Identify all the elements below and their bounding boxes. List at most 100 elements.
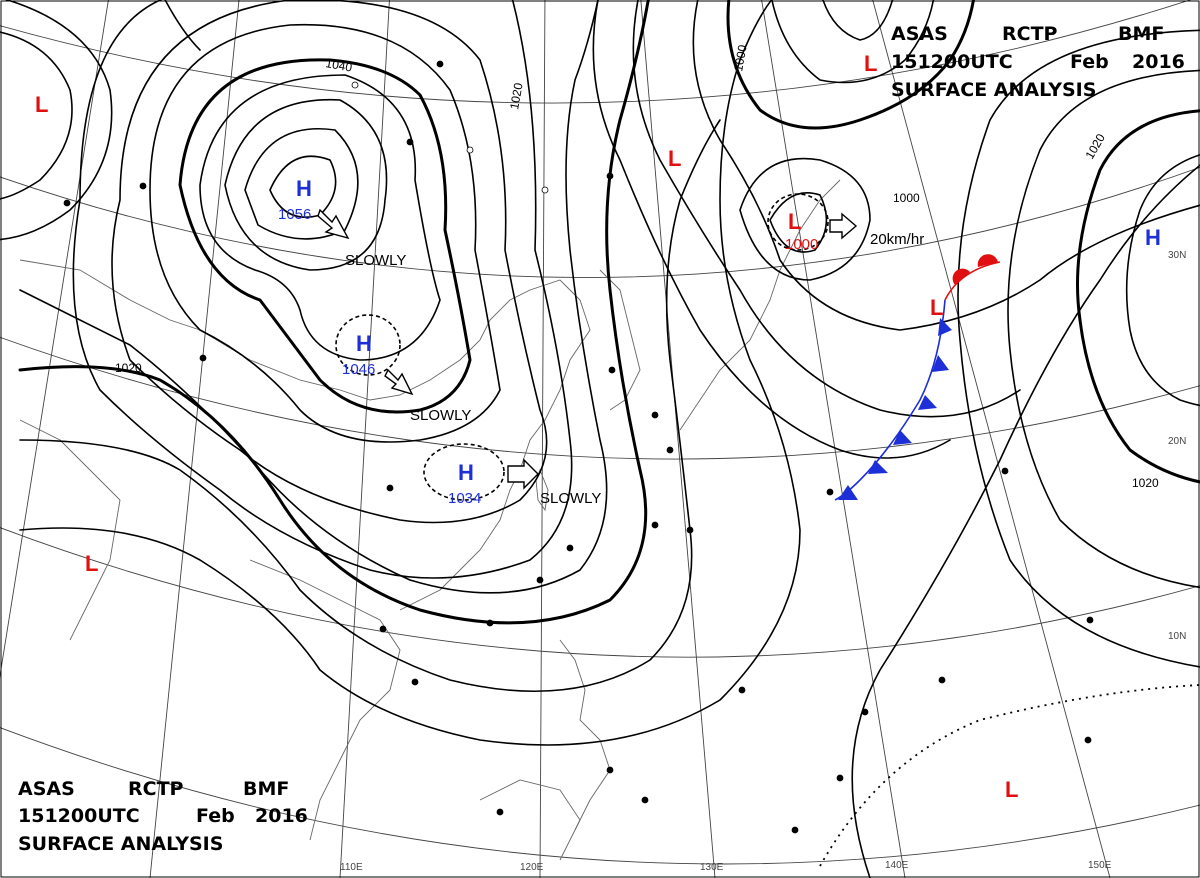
low-pressure-value: 1000	[785, 236, 818, 253]
high-pressure-value: 1046	[342, 361, 375, 378]
latitude-label: 20N	[1168, 436, 1186, 447]
motion-arrow-1000	[829, 212, 858, 240]
isobar-1024	[19, 0, 608, 594]
header-title: SURFACE ANALYSIS	[891, 79, 1096, 101]
isobar-labels: 1040 1020 1020 1020 1000 1000 1020	[115, 43, 1159, 490]
motion-label: SLOWLY	[345, 252, 406, 269]
isobar-1020-east-hi	[1076, 109, 1200, 484]
isobar-1024-east-hi	[1125, 153, 1200, 407]
isobar-label: 1000	[731, 43, 749, 72]
isobar-label: 1020	[1132, 476, 1159, 490]
header-time: 151200UTC	[891, 51, 1013, 73]
isobar-1004	[739, 157, 871, 281]
high-symbol: H	[458, 460, 474, 485]
dashed-isobar-1000	[767, 193, 829, 251]
longitude-label: 120E	[520, 862, 544, 873]
isobar-1008	[851, 164, 1200, 878]
header-month: Feb	[1070, 51, 1109, 73]
longitude-line-130e	[640, 0, 716, 878]
header-time: 151200UTC	[18, 805, 140, 827]
isobar-label: 1040	[324, 56, 353, 74]
header-bottom: ASAS RCTP BMF 151200UTC Feb 2016 SURFACE…	[18, 778, 308, 855]
isobar-1052	[244, 128, 359, 240]
motion-label: 20km/hr	[870, 231, 924, 248]
isobar-ridge-1	[164, 0, 201, 51]
latitude-line-30n	[0, 166, 1200, 278]
cold-front-triangle	[932, 355, 949, 372]
longitude-label: 150E	[1088, 860, 1112, 871]
isobar-1044	[199, 74, 441, 361]
isobar-1036-nw	[0, 0, 113, 241]
isobar-992	[822, 0, 894, 41]
isobar-1012-east	[632, 0, 1021, 418]
isobar-1000-small	[769, 191, 828, 253]
center-closed-isobars	[335, 193, 829, 501]
isobar-1012	[19, 0, 801, 746]
station-plots	[63, 60, 1094, 834]
cold-front-triangle	[918, 395, 937, 410]
isobar-label: 1000	[893, 191, 920, 205]
isobar-label: 1020	[1082, 131, 1108, 161]
coast-china	[19, 259, 591, 611]
motion-arrow-1056	[317, 208, 350, 240]
header-year: 2016	[255, 805, 308, 827]
motion-arrow-1034	[507, 458, 539, 490]
high-symbol: H	[296, 176, 312, 201]
low-symbol: L	[788, 209, 801, 234]
isobar-1028	[72, 0, 573, 579]
low-symbol: L	[1005, 777, 1018, 802]
longitude-label: 130E	[700, 862, 724, 873]
coast-indochina	[249, 559, 401, 841]
motion-arrows	[317, 208, 858, 490]
warm-front	[944, 254, 1001, 301]
longitude-line-120e	[539, 0, 546, 878]
coast-india	[19, 419, 121, 641]
latitude-label: 30N	[1168, 250, 1186, 261]
low-symbol: L	[35, 92, 48, 117]
longitude-label: 140E	[885, 860, 909, 871]
motion-label: SLOWLY	[410, 407, 471, 424]
itcz-line	[819, 684, 1200, 867]
cold-front-triangle	[938, 318, 952, 336]
warm-front-line	[944, 261, 1001, 301]
isobar-1048	[224, 98, 388, 271]
longitude-line-90e	[0, 0, 109, 679]
low-symbol: L	[864, 51, 877, 76]
latitude-line-10n	[0, 527, 1200, 658]
longitude-line-140e	[761, 0, 906, 878]
dashed-isobar-1034	[423, 443, 505, 501]
cold-front-triangle	[868, 460, 888, 474]
other-lows: L L L L L L	[35, 51, 1018, 802]
warm-front-semicircle	[977, 254, 998, 267]
longitude-line-100e	[149, 0, 240, 878]
coast-japan	[679, 179, 841, 431]
high-1046: H 1046 SLOWLY	[342, 331, 471, 424]
isobar-1040-nw	[0, 31, 73, 200]
high-1056: H 1056 SLOWLY	[278, 176, 406, 269]
isobar-1016-east-hi	[1007, 69, 1200, 589]
isobar-label: 1020	[507, 81, 525, 110]
longitude-line-110e	[339, 0, 390, 878]
isobar-996	[771, 0, 935, 84]
low-symbol: L	[85, 551, 98, 576]
high-1034: H 1034 SLOWLY	[448, 460, 601, 507]
header-station: RCTP	[128, 778, 184, 800]
latitude-label: 10N	[1168, 631, 1186, 642]
isobar-1012-east-hi	[957, 29, 1200, 668]
dashed-isobar-1046	[335, 314, 401, 376]
high-pressure-value: 1034	[448, 490, 481, 507]
isobar-1000	[726, 0, 975, 130]
high-symbol: H	[356, 331, 372, 356]
cold-front-triangle	[838, 485, 858, 500]
header-org: ASAS	[891, 23, 948, 45]
isobar-1020	[18, 0, 650, 625]
grid-labels: 30N 20N 10N 110E 120E 130E 140E 150E	[340, 250, 1186, 873]
header-code: BMF	[1118, 23, 1164, 45]
header-code: BMF	[243, 778, 289, 800]
coast-korea	[599, 269, 641, 411]
header-year: 2016	[1132, 51, 1185, 73]
header-org: ASAS	[18, 778, 75, 800]
